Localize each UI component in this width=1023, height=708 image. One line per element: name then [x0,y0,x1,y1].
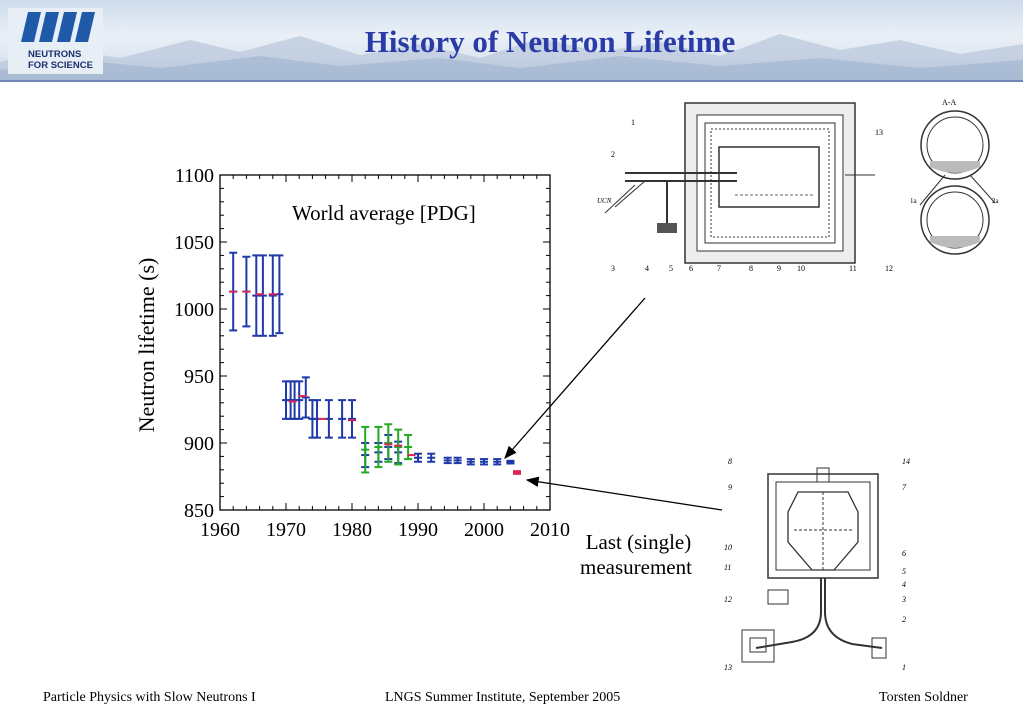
svg-text:1: 1 [902,663,906,672]
svg-text:2a: 2a [992,197,1000,205]
svg-text:13: 13 [724,663,732,672]
svg-text:4: 4 [902,580,906,589]
svg-text:9: 9 [728,483,732,492]
svg-text:1: 1 [631,118,635,127]
y-tick-label: 1050 [174,232,214,254]
arrow-to-average [504,297,646,459]
apparatus-diagram-bottom: 8 9 10 11 12 13 14 7 6 5 4 3 2 1 [724,457,910,672]
plot-frame [219,174,551,511]
svg-text:9: 9 [777,264,781,273]
svg-text:13: 13 [875,128,883,137]
last-measurement-line2: measurement [580,555,692,579]
svg-text:11: 11 [724,563,731,572]
world-average-label: World average [PDG] [292,201,476,225]
arrow-to-last [525,476,723,511]
last-measurement-line1: Last (single) [585,530,692,554]
svg-text:2: 2 [902,615,906,624]
svg-text:NEUTRONS: NEUTRONS [28,49,81,60]
x-tick-label: 2000 [464,519,504,541]
y-tick-label: 1000 [174,299,214,321]
apparatus-diagram-top: UCN 1 2 3 4 5 6 7 8 9 10 11 12 13 [597,102,893,273]
svg-text:UCN: UCN [597,197,612,205]
y-axis-label: Neutron lifetime (s) [134,258,159,433]
last-measurement-label: Last (single) measurement [580,530,692,580]
svg-text:14: 14 [902,457,910,466]
footer-center: LNGS Summer Institute, September 2005 [385,690,621,705]
ill-logo: NEUTRONS FOR SCIENCE [8,8,103,74]
chart-marks [229,251,521,475]
svg-text:A-A: A-A [942,98,956,107]
svg-text:5: 5 [669,264,673,273]
svg-text:10: 10 [724,543,732,552]
svg-text:7: 7 [717,264,721,273]
svg-text:11: 11 [849,264,857,273]
y-tick-label: 950 [184,366,214,388]
x-tick-label: 1990 [398,519,438,541]
chart-axes: 1960 1970 1980 1990 2000 2010 850 900 950 1000 105… [174,165,570,541]
x-tick-label: 2010 [530,519,570,541]
x-tick-label: 1980 [332,519,372,541]
y-tick-label: 1100 [175,165,214,187]
svg-text:3: 3 [901,595,906,604]
svg-text:6: 6 [902,549,906,558]
svg-text:1a: 1a [910,197,918,205]
slide-title: History of Neutron Lifetime [364,24,736,59]
svg-text:4: 4 [645,264,649,273]
svg-text:12: 12 [724,595,732,604]
footer-left: Particle Physics with Slow Neutrons I [43,690,256,705]
svg-text:12: 12 [885,264,893,273]
svg-text:5: 5 [902,567,906,576]
svg-text:FOR SCIENCE: FOR SCIENCE [28,60,93,71]
header-banner: NEUTRONS FOR SCIENCE History of Neutron … [0,0,1023,80]
x-tick-label: 1970 [266,519,306,541]
lifetime-chart: 1960 1970 1980 1990 2000 2010 850 900 950 1000 105… [134,165,570,541]
cross-section-diagram: A-A 1a 2a [910,98,1000,255]
mountain-backdrop [0,34,1023,80]
svg-text:3: 3 [611,264,615,273]
svg-text:10: 10 [797,264,805,273]
y-tick-label: 900 [184,433,214,455]
x-tick-label: 1960 [200,519,240,541]
y-tick-label: 850 [184,500,214,522]
svg-text:8: 8 [749,264,753,273]
svg-text:2: 2 [611,150,615,159]
footer-right: Torsten Soldner [879,690,968,705]
svg-text:7: 7 [902,483,907,492]
header-divider [0,80,1023,82]
svg-text:8: 8 [728,457,732,466]
svg-text:6: 6 [689,264,693,273]
